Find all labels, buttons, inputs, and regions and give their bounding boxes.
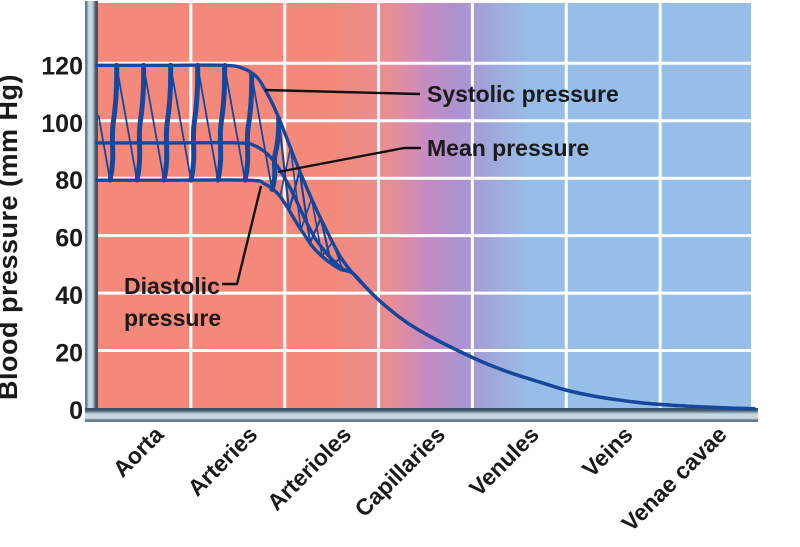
axis-frame: [85, 1, 758, 422]
x-category-label: Capillaries: [349, 421, 450, 522]
pulse-fall: [142, 66, 165, 181]
diastolic-pressure-label-line2: pressure: [124, 305, 221, 331]
pulse-fall: [223, 66, 246, 181]
pressure-curves: [95, 62, 756, 411]
pulse-braid: [277, 117, 350, 271]
pulse-rise: [107, 62, 120, 183]
pulse-rise: [215, 62, 228, 183]
pulse-fall: [196, 66, 219, 181]
y-tick-label: 120: [41, 52, 83, 80]
mean-pressure-label: Mean pressure: [427, 135, 589, 161]
systolic-pressure-label: Systolic pressure: [427, 81, 619, 107]
x-category-label: Veins: [577, 421, 638, 482]
mean-curve: [95, 140, 354, 275]
plot-gradient-area: [97, 3, 754, 410]
mean-leader-line: [277, 146, 421, 174]
annotation-leader-lines: [222, 88, 421, 286]
pulse-fall: [115, 66, 138, 181]
pulse-fall: [169, 66, 192, 181]
pulse-rise: [242, 71, 255, 183]
y-tick-label: 20: [55, 340, 83, 368]
pulse-rise: [134, 62, 147, 183]
y-tick-label: 40: [55, 282, 83, 310]
x-category-label: Venules: [464, 421, 544, 501]
gridlines: [97, 3, 754, 410]
y-axis-bar: [85, 1, 98, 422]
plot-background: [97, 3, 754, 410]
x-axis-bar: [85, 408, 758, 422]
diastolic-leader-line: [222, 185, 263, 286]
systolic-leader-line: [264, 88, 421, 96]
diastolic-curve: [95, 178, 756, 411]
y-tick-label: 60: [55, 225, 83, 253]
x-category-label: Arterioles: [262, 421, 356, 515]
pulse-fall: [97, 114, 111, 181]
pulse-braid: [279, 147, 349, 271]
pulse-rise: [188, 62, 201, 183]
x-category-label: Arteries: [182, 421, 262, 501]
pulse-rise: [269, 115, 282, 192]
y-axis-title: Blood pressure (mm Hg): [0, 74, 23, 400]
y-tick-label: 100: [41, 110, 83, 138]
pulse-fall: [250, 74, 273, 190]
diastolic-pressure-label-line1: Diastolic: [124, 273, 220, 299]
y-tick-label: 80: [55, 167, 83, 195]
pulse-rise: [161, 62, 174, 183]
y-tick-label: 0: [69, 397, 83, 425]
x-category-label: Aorta: [108, 421, 169, 482]
